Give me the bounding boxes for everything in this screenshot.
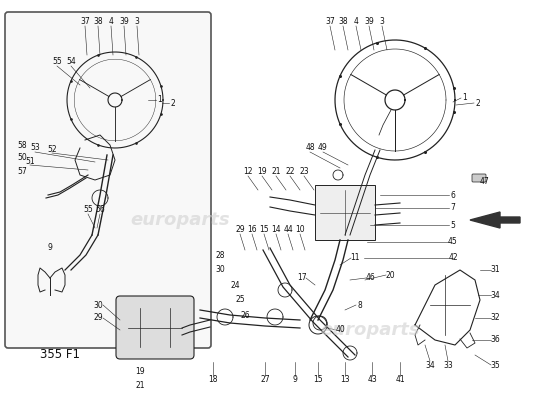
Text: 9: 9 xyxy=(293,376,298,384)
Text: 30: 30 xyxy=(215,266,225,274)
Text: 17: 17 xyxy=(297,274,307,282)
Text: 48: 48 xyxy=(305,144,315,152)
Text: 355 F1: 355 F1 xyxy=(40,348,80,362)
Text: 4: 4 xyxy=(354,18,359,26)
Text: 13: 13 xyxy=(340,376,350,384)
FancyBboxPatch shape xyxy=(5,12,211,348)
Text: 26: 26 xyxy=(240,310,250,320)
Text: 44: 44 xyxy=(283,226,293,234)
Text: 16: 16 xyxy=(247,226,257,234)
Text: 29: 29 xyxy=(235,226,245,234)
Text: 21: 21 xyxy=(271,168,280,176)
Text: 15: 15 xyxy=(313,376,323,384)
Text: 52: 52 xyxy=(47,146,57,154)
Text: 27: 27 xyxy=(260,376,270,384)
Text: 21: 21 xyxy=(135,380,145,390)
Text: 47: 47 xyxy=(480,178,490,186)
FancyBboxPatch shape xyxy=(472,174,486,182)
FancyBboxPatch shape xyxy=(116,296,194,359)
Text: 10: 10 xyxy=(295,226,305,234)
Text: 14: 14 xyxy=(271,226,281,234)
Text: 25: 25 xyxy=(235,296,245,304)
Text: 42: 42 xyxy=(448,254,458,262)
Text: 6: 6 xyxy=(450,190,455,200)
Text: europarts: europarts xyxy=(320,321,420,339)
Text: 5: 5 xyxy=(450,220,455,230)
Text: 55: 55 xyxy=(83,206,93,214)
Text: 36: 36 xyxy=(490,336,500,344)
Text: 51: 51 xyxy=(25,156,35,166)
Text: 2: 2 xyxy=(170,98,175,108)
Text: 50: 50 xyxy=(17,154,27,162)
Text: 4: 4 xyxy=(108,18,113,26)
Text: 43: 43 xyxy=(367,376,377,384)
Text: 39: 39 xyxy=(364,18,374,26)
Text: 31: 31 xyxy=(490,266,500,274)
Text: 54: 54 xyxy=(66,58,76,66)
Text: 37: 37 xyxy=(80,18,90,26)
Text: 15: 15 xyxy=(259,226,269,234)
Text: 45: 45 xyxy=(448,238,458,246)
Text: 18: 18 xyxy=(208,376,218,384)
Text: 41: 41 xyxy=(395,376,405,384)
Text: 23: 23 xyxy=(299,168,309,176)
Text: 8: 8 xyxy=(358,300,362,310)
Text: 40: 40 xyxy=(335,326,345,334)
Text: 58: 58 xyxy=(17,140,27,150)
Text: 9: 9 xyxy=(47,244,52,252)
Text: 30: 30 xyxy=(93,300,103,310)
Text: 2: 2 xyxy=(476,98,480,108)
FancyBboxPatch shape xyxy=(315,185,375,240)
Text: 49: 49 xyxy=(318,144,328,152)
Text: 55: 55 xyxy=(52,58,62,66)
Text: europarts: europarts xyxy=(130,211,230,229)
Text: 3: 3 xyxy=(379,18,384,26)
Text: 32: 32 xyxy=(490,314,500,322)
Text: 1: 1 xyxy=(463,94,468,102)
Text: 28: 28 xyxy=(215,250,225,260)
Text: 34: 34 xyxy=(490,290,500,300)
Text: 12: 12 xyxy=(243,168,253,176)
Text: 20: 20 xyxy=(385,270,395,280)
Text: 24: 24 xyxy=(230,280,240,290)
Polygon shape xyxy=(470,212,520,228)
Text: 11: 11 xyxy=(350,254,360,262)
Text: 38: 38 xyxy=(338,18,348,26)
Text: 19: 19 xyxy=(257,168,267,176)
Text: 22: 22 xyxy=(285,168,295,176)
Text: 57: 57 xyxy=(17,166,27,176)
Text: 29: 29 xyxy=(93,314,103,322)
Text: 1: 1 xyxy=(158,96,162,104)
Text: 56: 56 xyxy=(95,206,105,214)
Text: 46: 46 xyxy=(365,274,375,282)
Text: 33: 33 xyxy=(443,360,453,370)
Text: 39: 39 xyxy=(119,18,129,26)
Text: 53: 53 xyxy=(30,144,40,152)
Text: 7: 7 xyxy=(450,204,455,212)
Text: 3: 3 xyxy=(135,18,140,26)
Text: 38: 38 xyxy=(93,18,103,26)
Text: 35: 35 xyxy=(490,360,500,370)
Text: 37: 37 xyxy=(325,18,335,26)
Text: 34: 34 xyxy=(425,360,435,370)
Text: 19: 19 xyxy=(135,368,145,376)
